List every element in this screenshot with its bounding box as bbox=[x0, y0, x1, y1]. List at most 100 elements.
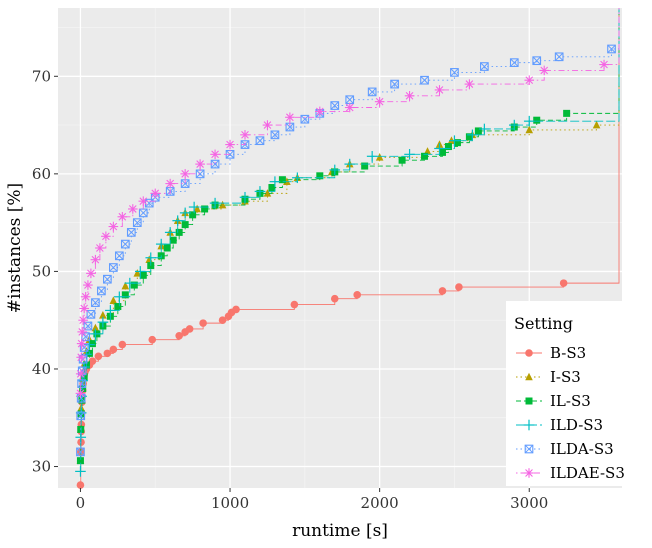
data-point bbox=[76, 352, 86, 363]
data-point bbox=[79, 303, 89, 314]
legend-key-marker bbox=[523, 419, 535, 431]
data-point bbox=[91, 298, 100, 307]
data-point bbox=[434, 143, 445, 154]
legend-item: ILDA-S3 bbox=[516, 440, 614, 458]
y-tick-label: 30 bbox=[32, 458, 51, 476]
data-point bbox=[120, 239, 130, 249]
data-point bbox=[80, 291, 91, 302]
data-point bbox=[86, 309, 96, 319]
legend-key-marker bbox=[525, 349, 533, 357]
data-point bbox=[474, 127, 482, 135]
data-point bbox=[539, 65, 550, 76]
y-axis-title: #instances [%] bbox=[5, 183, 25, 313]
data-point bbox=[278, 176, 286, 184]
x-tick-label: 1000 bbox=[211, 494, 249, 512]
data-point bbox=[132, 218, 142, 227]
data-point bbox=[290, 300, 299, 309]
data-point bbox=[139, 271, 147, 279]
legend-item: ILD-S3 bbox=[516, 416, 603, 434]
data-point bbox=[117, 211, 128, 222]
data-point bbox=[179, 207, 191, 219]
data-point bbox=[563, 109, 571, 117]
data-point bbox=[133, 269, 142, 277]
data-point bbox=[76, 481, 85, 489]
data-point bbox=[103, 274, 112, 284]
data-point bbox=[374, 96, 385, 107]
data-point bbox=[99, 311, 107, 319]
data-point bbox=[375, 152, 384, 161]
data-point bbox=[255, 136, 265, 146]
data-point bbox=[165, 178, 176, 189]
y-tick-label: 60 bbox=[32, 165, 51, 183]
data-point bbox=[105, 305, 116, 316]
data-point bbox=[88, 357, 97, 365]
data-point bbox=[268, 184, 276, 192]
legend-item: I-S3 bbox=[516, 368, 581, 386]
data-point bbox=[88, 340, 96, 348]
y-tick-label: 70 bbox=[32, 67, 51, 85]
data-point bbox=[390, 79, 399, 89]
data-point bbox=[559, 279, 568, 287]
data-point bbox=[421, 152, 429, 160]
data-point bbox=[209, 197, 221, 209]
data-point bbox=[453, 139, 461, 147]
series-line bbox=[80, 8, 620, 453]
data-point bbox=[155, 238, 167, 250]
data-point bbox=[524, 75, 535, 85]
data-point bbox=[509, 58, 519, 67]
data-point bbox=[169, 236, 177, 244]
legend-item: IL-S3 bbox=[516, 392, 591, 410]
data-point bbox=[180, 169, 190, 179]
series-ilda-s3 bbox=[76, 8, 620, 457]
data-point bbox=[329, 164, 341, 176]
legend-label: ILD-S3 bbox=[550, 416, 603, 434]
data-point bbox=[77, 379, 86, 388]
data-point bbox=[175, 332, 183, 340]
data-point bbox=[97, 286, 106, 296]
data-point bbox=[344, 158, 356, 170]
series-layer bbox=[75, 8, 620, 489]
data-point bbox=[86, 268, 96, 279]
data-point bbox=[181, 221, 189, 229]
data-point bbox=[599, 59, 609, 70]
data-point bbox=[398, 156, 406, 164]
grid-lines bbox=[58, 8, 622, 488]
data-point bbox=[90, 254, 101, 265]
y-tick-label: 50 bbox=[32, 262, 51, 280]
data-point bbox=[130, 281, 138, 289]
legend-title: Setting bbox=[514, 314, 573, 333]
data-point bbox=[353, 291, 362, 299]
data-point bbox=[438, 287, 447, 295]
data-point bbox=[109, 345, 118, 354]
data-point bbox=[464, 79, 475, 89]
data-point bbox=[109, 263, 118, 272]
data-point bbox=[195, 159, 205, 169]
data-point bbox=[269, 176, 281, 187]
data-point bbox=[83, 280, 93, 290]
legend-key-marker bbox=[525, 397, 533, 405]
data-point bbox=[330, 294, 339, 303]
data-point bbox=[76, 447, 85, 457]
data-point bbox=[508, 119, 520, 131]
data-point bbox=[292, 172, 303, 184]
data-point bbox=[404, 91, 415, 101]
data-point bbox=[344, 102, 355, 113]
data-point bbox=[449, 135, 460, 146]
data-point bbox=[420, 75, 429, 85]
data-point bbox=[367, 87, 377, 97]
data-point bbox=[201, 205, 209, 213]
data-point bbox=[467, 129, 478, 141]
data-point bbox=[114, 303, 122, 311]
data-point bbox=[76, 338, 87, 349]
data-point bbox=[225, 139, 235, 150]
data-point bbox=[148, 335, 157, 344]
data-point bbox=[330, 101, 340, 110]
data-point bbox=[172, 215, 183, 226]
legend-label: IL-S3 bbox=[550, 392, 591, 410]
data-point bbox=[75, 369, 86, 379]
data-point bbox=[138, 208, 148, 218]
data-point bbox=[94, 352, 103, 361]
series-ildae-s3 bbox=[75, 8, 620, 399]
legend-box bbox=[506, 301, 634, 486]
data-point bbox=[523, 115, 535, 127]
